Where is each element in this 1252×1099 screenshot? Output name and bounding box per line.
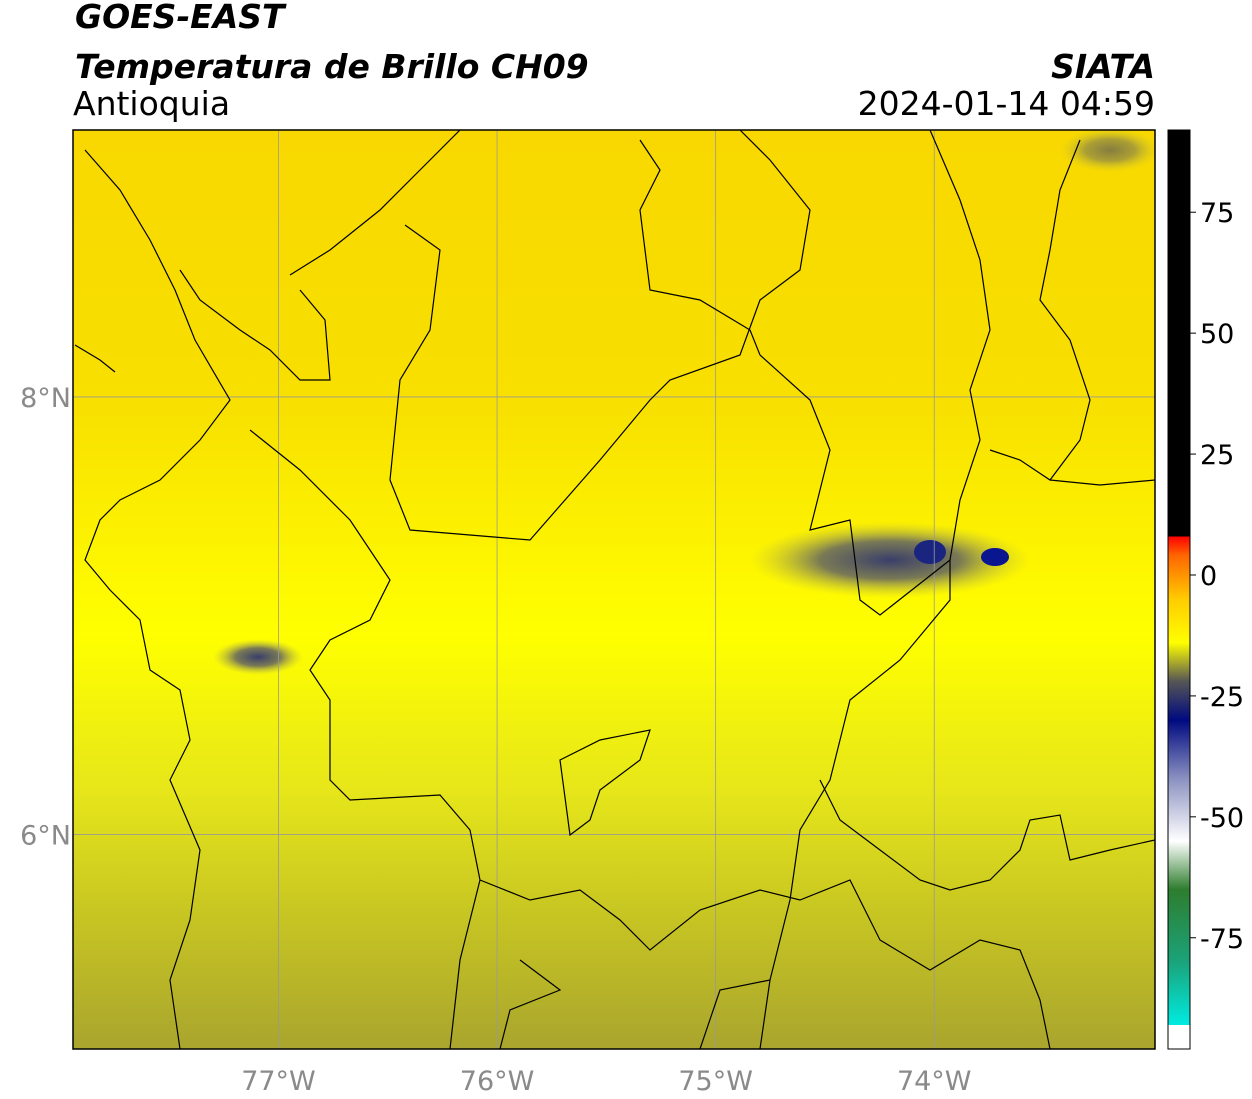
region: Antioquia — [73, 84, 230, 123]
subtitle: Temperatura de Brillo CH09 — [75, 47, 589, 86]
map-field — [73, 130, 1155, 1049]
title: GOES-EAST — [75, 0, 287, 36]
x-tick-label: 76°W — [460, 1066, 535, 1097]
department-border — [639, 130, 991, 561]
colorbar-tick-label: -50 — [1200, 803, 1244, 834]
map-frame — [72, 129, 1156, 1050]
department-border — [819, 779, 1155, 891]
department-border — [249, 429, 481, 1049]
colorbar-tick-label: 25 — [1200, 440, 1234, 471]
x-tick-label: 74°W — [897, 1066, 972, 1097]
department-border — [559, 729, 651, 837]
department-border — [479, 879, 1051, 1049]
department-border — [389, 130, 811, 541]
cloud-core — [981, 548, 1009, 566]
y-tick-label: 6°N — [20, 821, 71, 852]
temperature-field — [73, 130, 1155, 1049]
x-tick-label: 75°W — [678, 1066, 753, 1097]
colorbar-tick-label: -75 — [1200, 924, 1244, 955]
cloud — [750, 522, 1030, 598]
source: SIATA — [1051, 47, 1155, 86]
coastline — [84, 149, 231, 1049]
colorbar-tick-label: 0 — [1200, 561, 1217, 592]
x-tick-label: 77°W — [241, 1066, 316, 1097]
coastline — [179, 269, 331, 381]
y-tick-label: 8°N — [20, 383, 71, 414]
timestamp: 2024-01-14 04:59 — [858, 84, 1155, 123]
coastline — [74, 130, 461, 373]
cloud-core — [914, 540, 946, 564]
colorbar-tick-label: 75 — [1200, 198, 1234, 229]
graticule — [73, 130, 1155, 1049]
colorbar — [1167, 129, 1191, 1050]
department-border — [989, 139, 1155, 486]
ticks: 77°W 76°W 75°W 74°W 6°N 8°N -75 -50 -25 0 25 50 75 — [20, 198, 1244, 1097]
cloud — [213, 639, 303, 675]
colorbar-tick-label: 50 — [1200, 319, 1234, 350]
cloud — [1060, 130, 1155, 172]
colorbar-tick-label: -25 — [1200, 682, 1244, 713]
department-border — [759, 354, 951, 1049]
